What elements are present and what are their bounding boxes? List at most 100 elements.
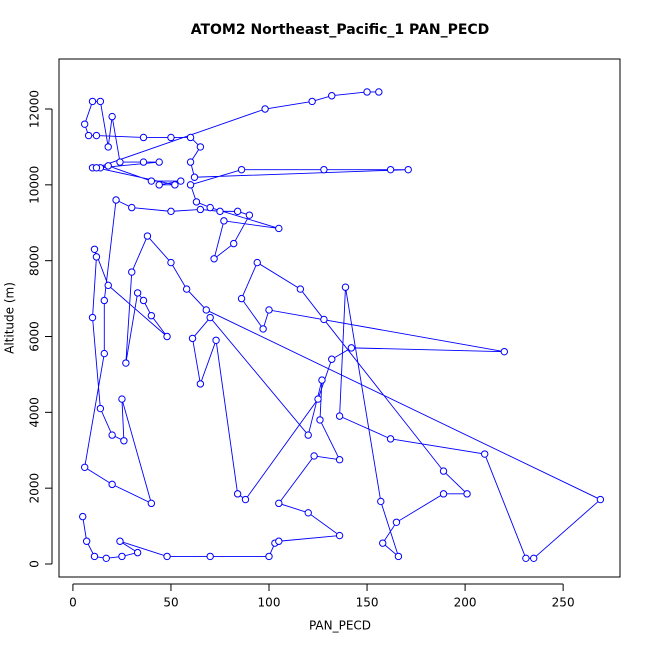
- data-point: [186, 158, 195, 166]
- data-point: [196, 143, 205, 151]
- data-point: [186, 181, 195, 189]
- data-point: [241, 495, 250, 504]
- data-point: [155, 158, 163, 166]
- data-point: [275, 537, 283, 545]
- y-tick-label: 12000: [28, 90, 42, 128]
- data-point: [92, 253, 101, 261]
- data-point: [90, 552, 99, 561]
- data-point: [206, 203, 214, 212]
- y-tick-label: 2000: [28, 473, 42, 504]
- x-tick-label: 100: [258, 596, 281, 610]
- data-point: [363, 88, 371, 96]
- data-point: [328, 355, 336, 363]
- data-point: [122, 359, 130, 367]
- x-tick-label: 0: [69, 596, 77, 610]
- data-point: [253, 258, 261, 267]
- data-point: [320, 315, 328, 324]
- data-point: [318, 376, 326, 384]
- data-point: [88, 97, 97, 106]
- data-point: [186, 133, 195, 142]
- data-point: [404, 165, 412, 174]
- data-point: [108, 431, 116, 439]
- y-tick-label: 10000: [28, 166, 42, 204]
- data-point: [206, 313, 214, 322]
- data-point: [128, 203, 136, 212]
- data-point: [120, 437, 128, 445]
- data-point: [182, 285, 191, 293]
- data-point: [233, 490, 242, 498]
- x-tick-label: 200: [454, 596, 477, 610]
- data-point: [202, 306, 210, 314]
- data-point: [335, 456, 344, 464]
- x-tick-label: 150: [356, 596, 379, 610]
- data-point: [304, 509, 312, 517]
- data-point: [133, 548, 142, 557]
- data-point: [177, 177, 185, 185]
- data-point: [196, 205, 205, 214]
- data-point: [104, 281, 112, 290]
- data-point: [104, 162, 112, 170]
- data-point: [463, 490, 471, 498]
- data-point: [139, 133, 148, 142]
- y-tick-label: 6000: [28, 321, 42, 352]
- data-point: [112, 196, 120, 204]
- data-point: [530, 554, 538, 563]
- data-point: [237, 165, 246, 174]
- data-point: [220, 217, 228, 225]
- x-tick-label: 50: [163, 596, 178, 610]
- data-point: [108, 112, 116, 121]
- data-point: [335, 531, 344, 540]
- data-point: [79, 512, 87, 521]
- data-line: [82, 91, 602, 559]
- data-point: [84, 131, 93, 140]
- data-point: [102, 554, 110, 563]
- data-point: [155, 181, 163, 189]
- data-point: [500, 347, 509, 356]
- data-point: [304, 431, 312, 439]
- data-point: [96, 404, 105, 413]
- data-point: [522, 554, 530, 563]
- data-point: [133, 289, 142, 297]
- data-point: [188, 334, 197, 343]
- data-point: [116, 158, 124, 166]
- data-point: [347, 344, 356, 352]
- data-point: [192, 198, 201, 206]
- data-point: [108, 480, 116, 489]
- data-point: [163, 552, 171, 561]
- data-point: [265, 306, 273, 314]
- data-point: [167, 258, 175, 267]
- data-point: [96, 97, 105, 106]
- data-point: [439, 467, 448, 475]
- data-point: [139, 296, 148, 305]
- data-point: [596, 495, 605, 504]
- data-point: [314, 395, 322, 403]
- data-point: [439, 490, 448, 498]
- data-point: [171, 181, 179, 189]
- data-point: [90, 245, 99, 253]
- data-point: [259, 325, 267, 333]
- data-point: [320, 165, 328, 174]
- data-point: [261, 105, 269, 113]
- data-point: [118, 395, 126, 403]
- data-point: [190, 173, 199, 181]
- chart-title: ATOM2 Northeast_Pacific_1 PAN_PECD: [191, 22, 490, 38]
- data-point: [392, 518, 401, 526]
- data-point: [210, 255, 218, 263]
- data-point: [100, 349, 108, 358]
- data-point: [147, 311, 156, 320]
- data-point: [167, 133, 175, 142]
- data-point: [481, 450, 489, 458]
- data-point: [386, 435, 395, 443]
- data-point: [237, 294, 246, 303]
- data-point: [104, 143, 112, 151]
- data-point: [328, 92, 336, 100]
- data-point: [377, 497, 385, 506]
- y-tick-label: 8000: [28, 245, 42, 276]
- x-axis-label: PAN_PECD: [309, 619, 371, 633]
- data-point: [216, 207, 224, 216]
- data-point: [265, 552, 273, 561]
- data-point: [80, 120, 89, 128]
- data-point: [341, 283, 350, 291]
- data-point: [230, 239, 238, 248]
